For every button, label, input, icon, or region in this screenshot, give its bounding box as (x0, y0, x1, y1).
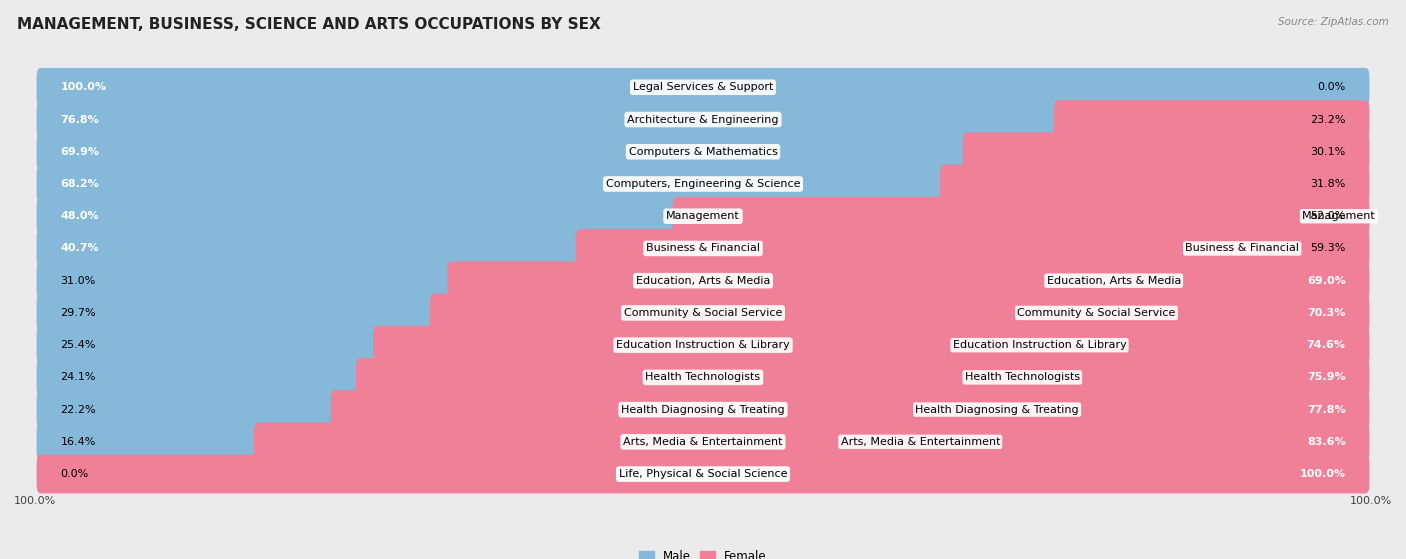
Text: 22.2%: 22.2% (60, 405, 96, 415)
Text: 40.7%: 40.7% (60, 244, 98, 253)
Text: 74.6%: 74.6% (1306, 340, 1346, 350)
Text: Management: Management (666, 211, 740, 221)
FancyBboxPatch shape (37, 293, 439, 332)
FancyBboxPatch shape (41, 429, 1365, 454)
Text: 100.0%: 100.0% (14, 496, 56, 506)
Text: 100.0%: 100.0% (1299, 469, 1346, 479)
Text: 0.0%: 0.0% (60, 469, 89, 479)
FancyBboxPatch shape (41, 172, 1365, 197)
FancyBboxPatch shape (37, 68, 1369, 107)
Text: 23.2%: 23.2% (1310, 115, 1346, 125)
Text: Education, Arts & Media: Education, Arts & Media (636, 276, 770, 286)
Text: 52.0%: 52.0% (1310, 211, 1346, 221)
FancyBboxPatch shape (941, 165, 1369, 203)
FancyBboxPatch shape (373, 326, 1369, 364)
Text: 68.2%: 68.2% (60, 179, 100, 189)
FancyBboxPatch shape (37, 165, 948, 203)
FancyBboxPatch shape (41, 462, 1365, 487)
FancyBboxPatch shape (37, 100, 1062, 139)
Text: Legal Services & Support: Legal Services & Support (633, 82, 773, 92)
Text: Education Instruction & Library: Education Instruction & Library (953, 340, 1126, 350)
FancyBboxPatch shape (37, 197, 681, 235)
Text: 48.0%: 48.0% (60, 211, 98, 221)
Text: Architecture & Engineering: Architecture & Engineering (627, 115, 779, 125)
Text: Health Diagnosing & Treating: Health Diagnosing & Treating (915, 405, 1078, 415)
Text: Life, Physical & Social Science: Life, Physical & Social Science (619, 469, 787, 479)
FancyBboxPatch shape (447, 262, 1369, 300)
Text: 83.6%: 83.6% (1308, 437, 1346, 447)
Text: Source: ZipAtlas.com: Source: ZipAtlas.com (1278, 17, 1389, 27)
Text: 59.3%: 59.3% (1310, 244, 1346, 253)
Text: 76.8%: 76.8% (60, 115, 100, 125)
FancyBboxPatch shape (37, 326, 381, 364)
Text: 31.0%: 31.0% (60, 276, 96, 286)
FancyBboxPatch shape (254, 423, 1369, 461)
FancyBboxPatch shape (37, 229, 583, 268)
Text: 70.3%: 70.3% (1308, 308, 1346, 318)
Text: MANAGEMENT, BUSINESS, SCIENCE AND ARTS OCCUPATIONS BY SEX: MANAGEMENT, BUSINESS, SCIENCE AND ARTS O… (17, 17, 600, 32)
Text: 77.8%: 77.8% (1308, 405, 1346, 415)
Text: Health Diagnosing & Treating: Health Diagnosing & Treating (621, 405, 785, 415)
FancyBboxPatch shape (672, 197, 1369, 235)
Text: 16.4%: 16.4% (60, 437, 96, 447)
FancyBboxPatch shape (37, 423, 262, 461)
FancyBboxPatch shape (1054, 100, 1369, 139)
FancyBboxPatch shape (37, 262, 456, 300)
FancyBboxPatch shape (41, 300, 1365, 325)
Text: Health Technologists: Health Technologists (965, 372, 1080, 382)
Text: Arts, Media & Entertainment: Arts, Media & Entertainment (841, 437, 1000, 447)
Text: 69.9%: 69.9% (60, 147, 100, 157)
FancyBboxPatch shape (41, 107, 1365, 132)
Text: Management: Management (1302, 211, 1376, 221)
Text: 100.0%: 100.0% (1350, 496, 1392, 506)
FancyBboxPatch shape (356, 358, 1369, 397)
FancyBboxPatch shape (41, 75, 1365, 100)
FancyBboxPatch shape (41, 397, 1365, 422)
Text: Health Technologists: Health Technologists (645, 372, 761, 382)
FancyBboxPatch shape (41, 333, 1365, 358)
FancyBboxPatch shape (37, 455, 1369, 494)
Text: Business & Financial: Business & Financial (645, 244, 761, 253)
Text: Education Instruction & Library: Education Instruction & Library (616, 340, 790, 350)
Text: Business & Financial: Business & Financial (1185, 244, 1299, 253)
Legend: Male, Female: Male, Female (634, 546, 772, 559)
FancyBboxPatch shape (41, 268, 1365, 293)
Text: 25.4%: 25.4% (60, 340, 96, 350)
FancyBboxPatch shape (963, 132, 1369, 171)
FancyBboxPatch shape (41, 365, 1365, 390)
Text: Computers & Mathematics: Computers & Mathematics (628, 147, 778, 157)
Text: 31.8%: 31.8% (1310, 179, 1346, 189)
Text: 30.1%: 30.1% (1310, 147, 1346, 157)
Text: Education, Arts & Media: Education, Arts & Media (1046, 276, 1181, 286)
Text: Computers, Engineering & Science: Computers, Engineering & Science (606, 179, 800, 189)
FancyBboxPatch shape (37, 132, 970, 171)
Text: 29.7%: 29.7% (60, 308, 96, 318)
FancyBboxPatch shape (41, 236, 1365, 261)
Text: Life, Physical & Social Science: Life, Physical & Social Science (619, 469, 787, 479)
FancyBboxPatch shape (37, 390, 339, 429)
FancyBboxPatch shape (37, 358, 364, 397)
Text: 69.0%: 69.0% (1306, 276, 1346, 286)
Text: Community & Social Service: Community & Social Service (1018, 308, 1175, 318)
Text: 75.9%: 75.9% (1308, 372, 1346, 382)
FancyBboxPatch shape (41, 139, 1365, 164)
Text: Arts, Media & Entertainment: Arts, Media & Entertainment (623, 437, 783, 447)
Text: Community & Social Service: Community & Social Service (624, 308, 782, 318)
Text: 24.1%: 24.1% (60, 372, 96, 382)
Text: 0.0%: 0.0% (1317, 82, 1346, 92)
FancyBboxPatch shape (41, 203, 1365, 229)
Text: 100.0%: 100.0% (60, 82, 107, 92)
FancyBboxPatch shape (330, 390, 1369, 429)
FancyBboxPatch shape (430, 293, 1369, 332)
FancyBboxPatch shape (576, 229, 1369, 268)
